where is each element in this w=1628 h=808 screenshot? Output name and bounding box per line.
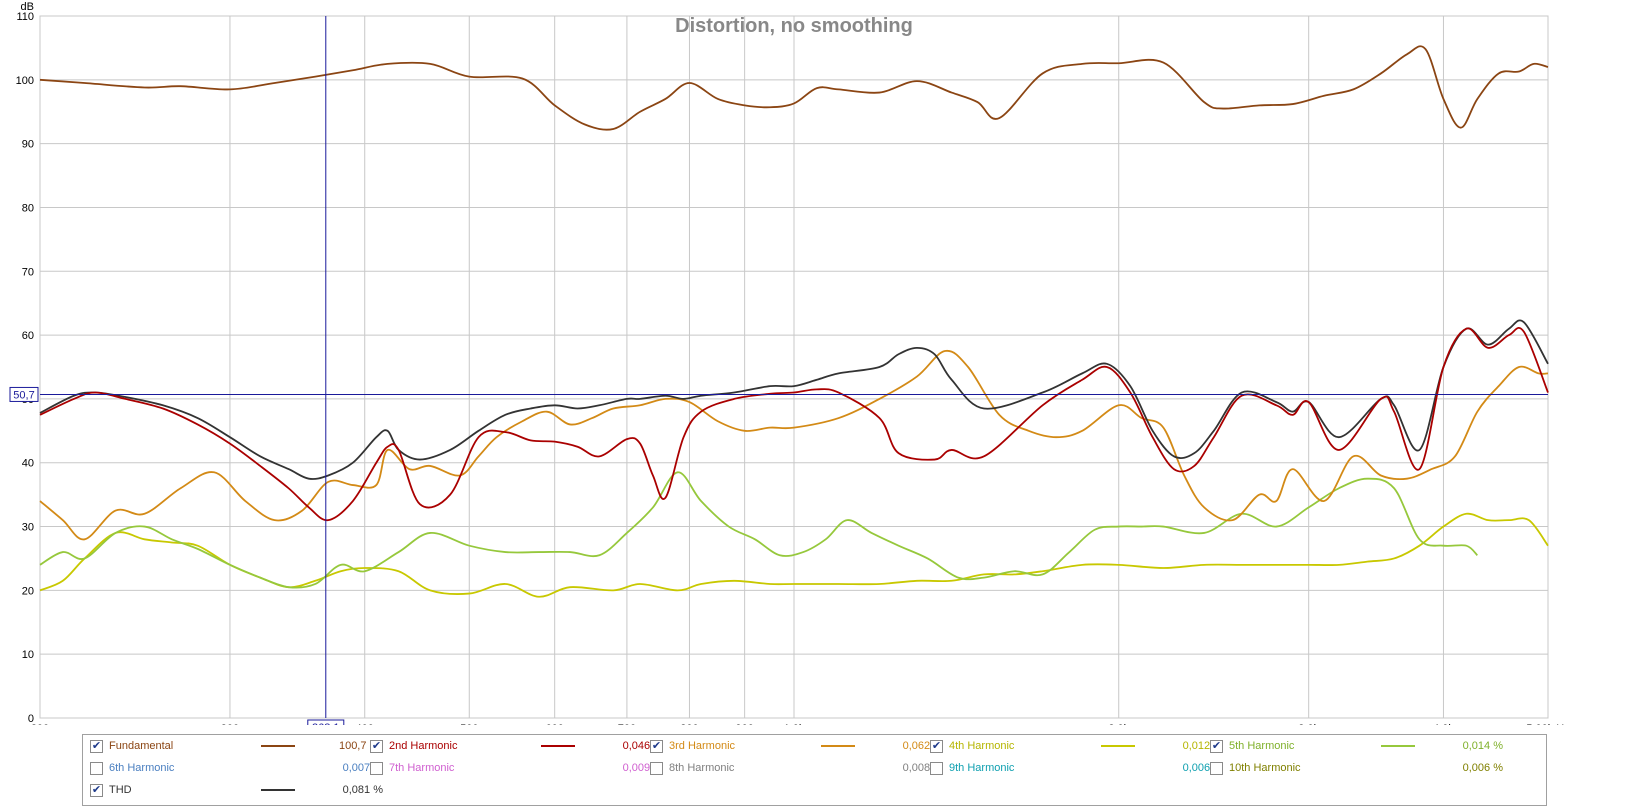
legend-line-swatch [1101,767,1135,769]
legend-line-swatch [1101,745,1135,747]
legend-checkbox[interactable] [930,761,943,775]
legend-checkbox[interactable] [1210,761,1223,775]
y-tick-label: 70 [22,266,34,278]
legend-line-swatch [261,745,295,747]
legend-checkbox[interactable]: ✔ [930,739,943,753]
legend-item-5th-harmonic: ✔ 5th Harmonic 0,014 % [1210,735,1503,757]
x-tick-label: 600 [546,723,564,725]
legend-checkbox[interactable] [370,761,383,775]
legend-item-4th-harmonic: ✔ 4th Harmonic 0,012 % [930,735,1223,757]
x-tick-label: 5,00k Hz [1526,723,1569,725]
legend-line-swatch [541,767,575,769]
x-tick-label: 3,0k [1298,723,1319,725]
x-tick-label: 800 [680,723,698,725]
y-tick-label: 110 [16,11,34,23]
x-tick-label: 300 [221,723,239,725]
legend-checkbox[interactable]: ✔ [650,739,663,753]
cursor-y-label: 50,7 [13,389,34,401]
y-tick-label: 30 [22,522,34,534]
x-tick-label: 4,0k [1433,723,1454,725]
legend-value: 0,081 % [342,784,383,796]
legend-checkbox[interactable] [650,761,663,775]
x-tick-label: 1,0k [784,723,805,725]
legend-checkbox[interactable]: ✔ [370,739,383,753]
x-tick-label: 900 [735,723,753,725]
legend-line-swatch [821,745,855,747]
legend-item-6th-harmonic: 6th Harmonic 0,007 % [90,757,383,779]
legend-label: 5th Harmonic [1229,740,1295,752]
y-tick-label: 0 [28,713,34,725]
x-tick-label: 2,0k [1108,723,1129,725]
legend-line-swatch [1381,745,1415,747]
legend-label: 9th Harmonic [949,762,1015,774]
legend-label: 2nd Harmonic [389,740,458,752]
legend-label: 8th Harmonic [669,762,735,774]
x-tick-label: 200 [31,723,49,725]
y-tick-label: 40 [22,458,34,470]
legend-item-10th-harmonic: 10th Harmonic 0,006 % [1210,757,1503,779]
series-line-2nd-harmonic [39,327,1549,522]
legend-item-fundamental: ✔ Fundamental 100,7 dB [90,735,383,757]
x-tick-label: 700 [618,723,636,725]
legend-value: 0,014 % [1462,740,1503,752]
legend-checkbox[interactable]: ✔ [90,783,103,797]
cursor-x-label-box [307,719,345,725]
series-line-thd [39,319,1549,480]
legend-label: THD [109,784,132,796]
legend-checkbox[interactable] [90,761,103,775]
legend-line-swatch [821,767,855,769]
legend-label: 7th Harmonic [389,762,455,774]
legend-label: 6th Harmonic [109,762,175,774]
legend-item-3rd-harmonic: ✔ 3rd Harmonic 0,062 % [650,735,943,757]
legend-label: Fundamental [109,740,174,752]
y-tick-label: 80 [22,202,34,214]
legend-item-thd: ✔ THD 0,081 % [90,779,383,801]
y-axis-label: dB [21,1,34,13]
cursor-x-label: 368,1 [312,722,340,725]
legend-label: 4th Harmonic [949,740,1015,752]
legend-label: 10th Harmonic [1229,762,1301,774]
x-tick-label: 400 [356,723,374,725]
legend-line-swatch [261,767,295,769]
legend-line-swatch [541,745,575,747]
chart-title: Distortion, no smoothing [675,15,913,37]
y-tick-label: 100 [16,75,34,87]
legend-line-swatch [1381,767,1415,769]
legend-item-9th-harmonic: 9th Harmonic 0,006 % [930,757,1223,779]
y-tick-label: 60 [22,330,34,342]
series-line-fundamental [39,45,1549,131]
legend-item-2nd-harmonic: ✔ 2nd Harmonic 0,046 % [370,735,663,757]
x-tick-label: 500 [460,723,478,725]
legend-checkbox[interactable]: ✔ [1210,739,1223,753]
y-tick-label: 20 [22,585,34,597]
legend-panel: ✔ Fundamental 100,7 dB ✔ 2nd Harmonic 0,046 %… [82,734,1547,806]
legend-value: 0,006 % [1462,762,1503,774]
legend-label: 3rd Harmonic [669,740,736,752]
legend-line-swatch [261,789,295,791]
cursor-y-label-box [9,386,39,402]
y-tick-label: 90 [22,139,34,151]
series-line-5th-harmonic [39,471,1478,589]
legend-item-8th-harmonic: 8th Harmonic 0,008 % [650,757,943,779]
legend-item-7th-harmonic: 7th Harmonic 0,009 % [370,757,663,779]
y-tick-label: 10 [22,649,34,661]
legend-checkbox[interactable]: ✔ [90,739,103,753]
distortion-chart: 0102030405060708090100110200300400500600… [9,1,1570,725]
